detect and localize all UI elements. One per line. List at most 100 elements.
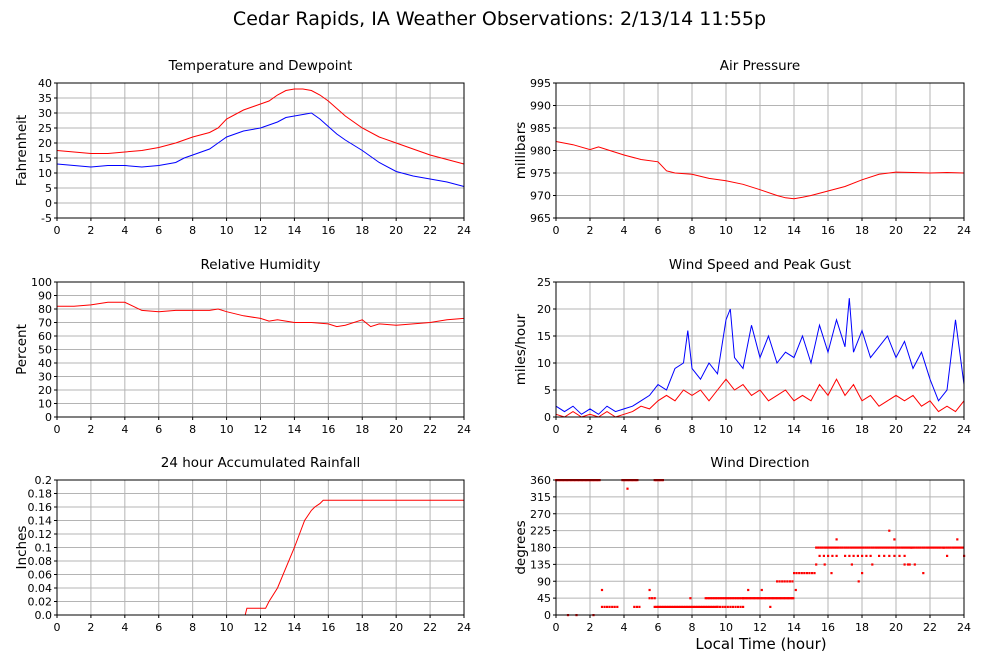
temp-xtick-label: 8 <box>189 224 196 237</box>
winddir-point <box>883 554 886 557</box>
humidity-xtick-label: 22 <box>423 423 437 436</box>
winddir-point <box>774 597 777 600</box>
winddir-ytick-label: 225 <box>530 525 551 538</box>
winddir-point <box>933 546 936 549</box>
winddir-point <box>798 572 801 575</box>
winddir-point <box>919 546 922 549</box>
winddir-point <box>847 546 850 549</box>
wind-ytick-label: 5 <box>544 384 551 397</box>
winddir-point <box>896 546 899 549</box>
winddir-point <box>793 572 796 575</box>
winddir-point <box>876 546 879 549</box>
humidity-ytick-label: 30 <box>38 371 52 384</box>
temp-series-red-line <box>56 88 465 165</box>
humidity-ytick-label: 80 <box>38 303 52 316</box>
winddir-point <box>841 546 844 549</box>
winddir-point <box>893 538 896 541</box>
winddir-point <box>651 597 654 600</box>
pressure-ytick-label: 990 <box>530 100 551 113</box>
winddir-point <box>778 597 781 600</box>
winddir-point <box>906 546 910 549</box>
winddir-point <box>706 597 709 600</box>
winddir-xtick-label: 20 <box>889 621 903 634</box>
winddir-point <box>694 605 697 608</box>
winddir-point <box>660 605 663 608</box>
winddir-point <box>962 546 965 549</box>
rain-xtick-label: 22 <box>423 621 437 634</box>
winddir-point <box>783 580 786 583</box>
winddir-point <box>803 572 806 575</box>
winddir-point <box>785 597 788 600</box>
winddir-point <box>708 605 711 608</box>
temp-ylabel: Fahrenheit <box>14 115 30 186</box>
winddir-ytick-label: 135 <box>530 558 551 571</box>
winddir-point <box>813 572 816 575</box>
temp-xtick-label: 0 <box>54 224 61 237</box>
wind-frame <box>555 281 965 418</box>
temp-xtick-label: 12 <box>254 224 268 237</box>
rain-ylabel: Inches <box>14 526 30 570</box>
winddir-point <box>942 546 945 549</box>
winddir-point <box>724 605 727 608</box>
humidity-ytick-label: 20 <box>38 384 52 397</box>
winddir-point <box>725 597 728 600</box>
winddir-point <box>822 554 825 557</box>
winddir-point <box>692 605 695 608</box>
rain-xtick-label: 18 <box>355 621 369 634</box>
winddir-point <box>833 546 836 549</box>
winddir-point <box>747 588 750 592</box>
temp-xtick-label: 2 <box>87 224 94 237</box>
winddir-point <box>748 597 751 600</box>
winddir-point <box>780 597 783 600</box>
winddir-point <box>784 597 787 600</box>
pressure-xtick-label: 16 <box>821 224 835 237</box>
winddir-point <box>902 546 905 549</box>
rain-xtick-label: 16 <box>321 621 335 634</box>
winddir-point <box>929 546 932 549</box>
winddir-point <box>786 580 789 583</box>
winddir-point <box>835 554 838 557</box>
rain-ytick-label: 0.04 <box>28 582 53 595</box>
winddir-point <box>600 588 604 592</box>
pressure-xtick-label: 8 <box>689 224 696 237</box>
winddir-xtick-label: 0 <box>553 621 560 634</box>
winddir-point <box>751 597 754 600</box>
winddir-point <box>675 605 678 608</box>
winddir-ytick-label: 360 <box>530 474 551 487</box>
winddir-point <box>668 605 672 608</box>
temp-xtick-label: 20 <box>389 224 403 237</box>
winddir-point <box>794 588 797 592</box>
temp-xtick-label: 18 <box>355 224 369 237</box>
temp-xtick-label: 10 <box>220 224 234 237</box>
humidity-xtick-label: 2 <box>87 423 94 436</box>
wind-ylabel: miles/hour <box>513 313 529 385</box>
humidity-xtick-label: 12 <box>254 423 268 436</box>
winddir-ylabel: degrees <box>513 520 529 574</box>
winddir-point <box>888 546 891 549</box>
winddir-point <box>903 563 906 566</box>
humidity-xtick-label: 0 <box>54 423 61 436</box>
winddir-point <box>829 546 832 549</box>
winddir-point <box>658 605 661 608</box>
winddir-point <box>850 563 853 566</box>
temp-frame <box>56 82 465 219</box>
rain-xtick-label: 6 <box>155 621 162 634</box>
winddir-point <box>742 597 745 600</box>
rain-ytick-label: 0.0 <box>35 609 53 622</box>
rain-ytick-label: 0.06 <box>28 569 53 582</box>
winddir-point <box>921 546 924 549</box>
winddir-point <box>959 546 963 549</box>
winddir-point <box>857 546 861 549</box>
temp-ytick-label: 30 <box>38 107 52 120</box>
winddir-xtick-label: 24 <box>957 621 971 634</box>
winddir-point <box>890 546 893 549</box>
winddir-point <box>638 605 641 608</box>
winddir-point <box>880 546 883 549</box>
winddir-point <box>894 546 897 549</box>
humidity-ytick-label: 100 <box>31 276 52 289</box>
winddir-point <box>731 605 734 608</box>
winddir-point <box>860 546 863 549</box>
winddir-point <box>743 597 746 600</box>
winddir-point <box>747 597 750 600</box>
